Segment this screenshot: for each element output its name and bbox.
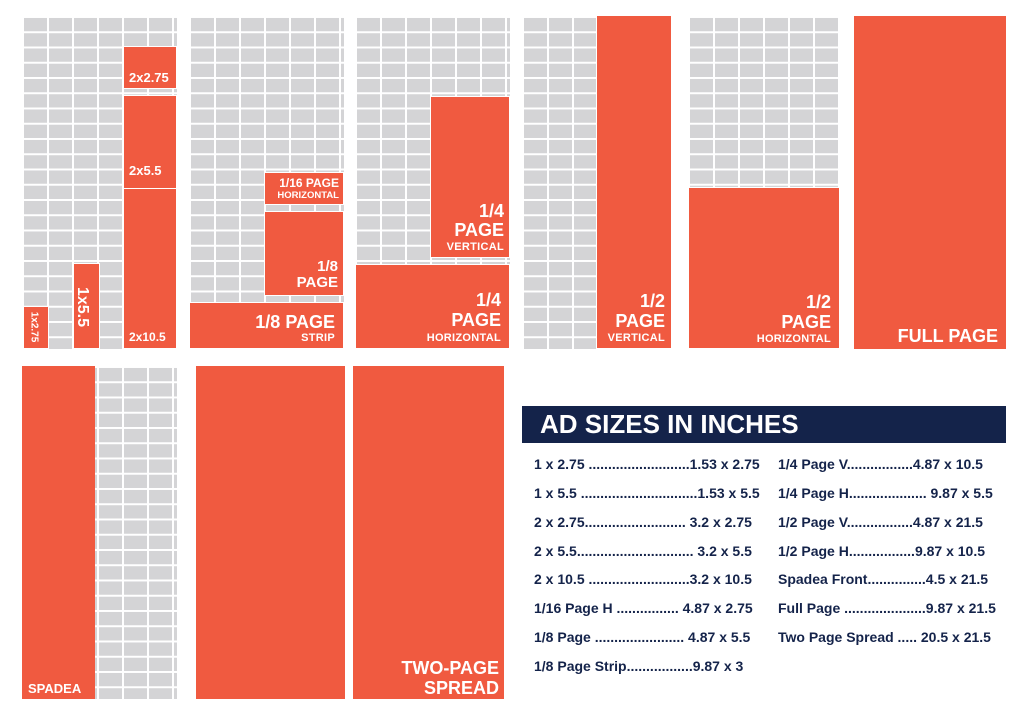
size-row: Full Page .....................9.87 x 21…: [778, 600, 996, 616]
ad-1-2-page-vertical: 1/2 PAGE VERTICAL: [596, 16, 672, 349]
label-strip-line2: STRIP: [301, 332, 335, 344]
label-spadea: SPADEA: [28, 681, 82, 696]
size-row: 1/16 Page H ................ 4.87 x 2.75: [534, 600, 753, 616]
ad-1x2.75: 1x2.75: [23, 306, 49, 349]
ad-2x2.75: 2x2.75: [123, 46, 177, 89]
label-hh-line1: 1/2: [805, 292, 831, 312]
size-row: 1/8 Page Strip.................9.87 x 3: [534, 658, 744, 674]
size-row: 1/4 Page V.................4.87 x 10.5: [778, 456, 983, 472]
label-spread-line2: SPREAD: [423, 678, 499, 698]
label-2x10.5: 2x10.5: [129, 330, 166, 344]
label-qv-line3: VERTICAL: [446, 241, 504, 253]
size-row: 2 x 5.5.............................. 3.…: [534, 543, 752, 559]
ad-2x10.5: 2x10.5: [123, 188, 177, 349]
ad-1-8-page-strip: 1/8 PAGE STRIP: [189, 302, 344, 349]
label-1x2.75: 1x2.75: [28, 311, 40, 343]
ad-1-2-page-horizontal: 1/2 PAGE HORIZONTAL: [688, 187, 840, 349]
label-qv-line2: PAGE: [454, 220, 504, 240]
ad-1-8-page: 1/8 PAGE: [264, 211, 344, 296]
panel-eighth-page: 1/16 PAGE HORIZONTAL 1/8 PAGE 1/8 PAGE S…: [189, 16, 344, 349]
size-row: 1 x 2.75 ..........................1.53 …: [534, 456, 760, 472]
size-row: 1/4 Page H.................... 9.87 x 5.…: [778, 485, 993, 501]
label-1x5.5: 1x5.5: [74, 286, 92, 328]
label-1-8-line2: PAGE: [296, 274, 338, 291]
panel-spadea: SPADEA: [22, 366, 177, 699]
size-row: 1/2 Page H.................9.87 x 10.5: [778, 543, 985, 559]
label-1-16-line2: HORIZONTAL: [277, 190, 339, 201]
size-row: 2 x 10.5 ..........................3.2 x…: [534, 571, 752, 587]
ad-1x5.5: 1x5.5: [73, 263, 100, 349]
size-row: Two Page Spread ..... 20.5 x 21.5: [778, 629, 991, 645]
panel-small-ads: 2x2.75 2x5.5 2x10.5 1x5.5 1x2.75: [22, 16, 177, 349]
ad-two-page-spread-right: TWO-PAGE SPREAD: [353, 366, 504, 699]
ad-full-page: FULL PAGE: [854, 16, 1006, 349]
label-2x5.5: 2x5.5: [129, 163, 162, 178]
ad-2x5.5: 2x5.5: [123, 95, 177, 189]
label-full-page: FULL PAGE: [897, 326, 998, 346]
label-qh-line1: 1/4: [475, 290, 501, 310]
size-row: 1 x 5.5 ..............................1.…: [534, 485, 760, 501]
panel-quarter-page: 1/4 PAGE VERTICAL 1/4 PAGE HORIZONTAL: [355, 16, 510, 349]
label-hh-line2: PAGE: [781, 312, 831, 332]
label-2x2.75: 2x2.75: [129, 70, 169, 85]
label-hh-line3: HORIZONTAL: [756, 333, 831, 345]
size-row: 2 x 2.75.......................... 3.2 x…: [534, 514, 752, 530]
panel-half-horizontal: 1/2 PAGE HORIZONTAL: [688, 16, 840, 349]
label-hv-line1: 1/2: [639, 291, 665, 311]
label-hv-line3: VERTICAL: [607, 332, 665, 344]
ad-spadea: SPADEA: [22, 366, 95, 699]
ad-two-page-spread-left: [196, 366, 345, 699]
label-hv-line2: PAGE: [615, 311, 665, 331]
ad-1-4-page-vertical: 1/4 PAGE VERTICAL: [430, 96, 510, 258]
label-strip-line1: 1/8 PAGE: [255, 312, 335, 332]
size-row: Spadea Front...............4.5 x 21.5: [778, 571, 989, 587]
ad-1-16-page-horizontal: 1/16 PAGE HORIZONTAL: [264, 172, 344, 205]
label-qh-line3: HORIZONTAL: [426, 332, 501, 344]
size-row: 1/2 Page V.................4.87 x 21.5: [778, 514, 983, 530]
label-spread-line1: TWO-PAGE: [401, 658, 499, 678]
table-title: AD SIZES IN INCHES: [522, 406, 1006, 443]
label-qh-line2: PAGE: [451, 310, 501, 330]
size-row: 1/8 Page ....................... 4.87 x …: [534, 629, 751, 645]
label-qv-line1: 1/4: [478, 201, 504, 221]
panel-half-vertical: 1/2 PAGE VERTICAL: [522, 16, 672, 349]
label-1-16-line1: 1/16 PAGE: [279, 176, 339, 190]
label-1-8-line1: 1/8: [317, 258, 338, 275]
ad-1-4-page-horizontal: 1/4 PAGE HORIZONTAL: [355, 264, 510, 349]
